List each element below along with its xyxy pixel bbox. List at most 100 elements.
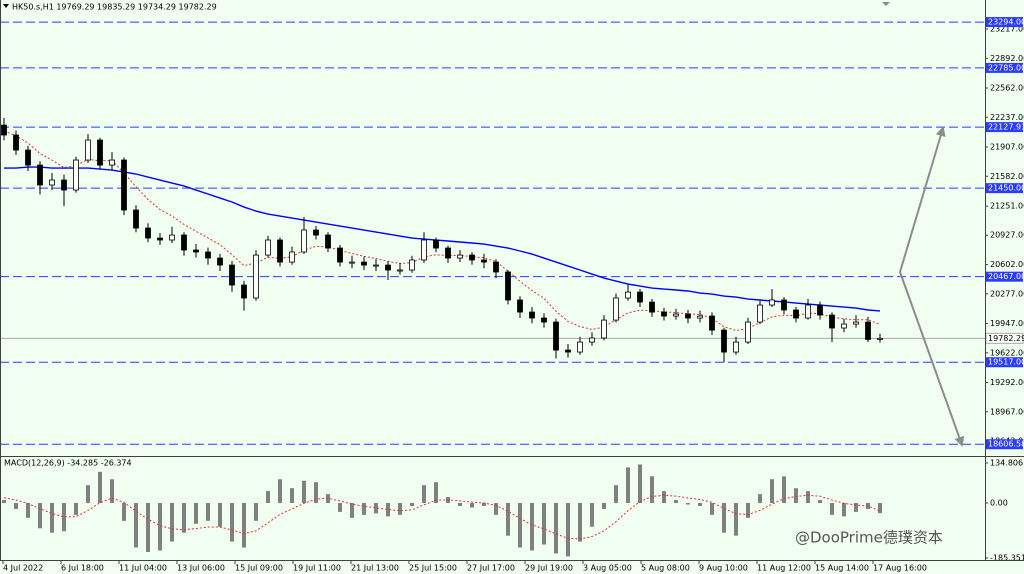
candle-body <box>25 149 31 166</box>
macd-bar <box>806 491 810 504</box>
candle-body <box>181 234 187 251</box>
macd-bar <box>338 503 342 512</box>
macd-bar <box>602 503 606 509</box>
y-tick-label: 134.806 <box>990 458 1023 467</box>
macd-bar <box>626 467 630 504</box>
level-label: 22127.93 <box>988 123 1024 132</box>
macd-bar <box>518 503 522 548</box>
macd-bar <box>362 503 366 515</box>
macd-bar <box>134 503 138 548</box>
candle-body <box>589 337 595 343</box>
candle-body <box>793 309 799 319</box>
candle-body <box>349 261 355 264</box>
y-tick-label: 21582.00 <box>990 172 1024 181</box>
current-price-label: 19782.29 <box>988 334 1024 343</box>
macd-bar <box>482 503 486 506</box>
candle-body <box>253 254 259 299</box>
candle-body <box>745 321 751 343</box>
candle-body <box>625 291 631 299</box>
candle-body <box>697 315 703 319</box>
macd-bar <box>746 503 750 518</box>
macd-bar <box>2 500 6 504</box>
candle-body <box>109 159 115 166</box>
y-tick-label: 19292.00 <box>990 378 1024 387</box>
candle-body <box>841 323 847 329</box>
macd-bar <box>278 479 282 504</box>
y-tick-label: 19622.00 <box>990 348 1024 357</box>
candle-body <box>361 261 367 266</box>
y-tick-label: 22562.00 <box>990 83 1024 92</box>
macd-bar <box>794 488 798 504</box>
menu-triangle[interactable] <box>3 4 9 8</box>
candle-body <box>541 317 547 323</box>
macd-bar <box>650 476 654 504</box>
macd-bar <box>758 494 762 504</box>
candle-body <box>241 284 247 299</box>
macd-bar <box>98 471 102 504</box>
candle-body <box>469 254 475 261</box>
candle-body <box>565 349 571 353</box>
candle-body <box>73 159 79 191</box>
candle-body <box>205 251 211 259</box>
candle-body <box>661 311 667 317</box>
level-label: 20467.00 <box>988 272 1024 281</box>
candle-body <box>97 139 103 166</box>
macd-bar <box>698 503 702 506</box>
candle-body <box>289 251 295 263</box>
macd-bar <box>638 464 642 504</box>
macd-bar <box>854 503 858 512</box>
macd-bar <box>38 503 42 529</box>
candle-body <box>853 321 859 325</box>
macd-bar <box>170 503 174 542</box>
macd-bar <box>770 479 774 504</box>
x-tick-label: 13 Jul 06:00 <box>177 564 225 573</box>
macd-bar <box>578 503 582 542</box>
macd-bar <box>734 503 738 536</box>
y-tick-label: 21251.00 <box>990 202 1024 211</box>
candle-body <box>673 313 679 317</box>
candle-body <box>265 239 271 256</box>
macd-bar <box>878 503 882 514</box>
macd-bar <box>122 503 126 521</box>
macd-bar <box>242 503 246 548</box>
candle-body <box>121 159 127 211</box>
macd-bar <box>374 503 378 514</box>
candle-body <box>169 234 175 241</box>
macd-bar <box>530 503 534 551</box>
candle-body <box>13 134 19 151</box>
candle-body <box>817 304 823 316</box>
candle-body <box>61 179 67 191</box>
candle-body <box>37 164 43 186</box>
candle-body <box>157 237 163 241</box>
level-label: 22785.00 <box>988 63 1024 72</box>
candle-body <box>229 264 235 286</box>
macd-bar <box>830 503 834 515</box>
x-tick-label: 15 Aug 14:00 <box>815 564 869 573</box>
candle-body <box>529 311 535 319</box>
candle-body <box>277 239 283 263</box>
candle-body <box>865 321 871 340</box>
y-tick-label: 20277.00 <box>990 289 1024 298</box>
macd-bar <box>386 503 390 517</box>
y-tick-label: 20602.00 <box>990 260 1024 269</box>
candle-body <box>709 315 715 331</box>
candle-body <box>721 329 727 353</box>
candle-body <box>637 291 643 303</box>
candle-body <box>805 304 811 319</box>
x-tick-label: 29 Jul 19:00 <box>525 564 573 573</box>
candle-body <box>409 259 415 271</box>
candle-body <box>733 341 739 353</box>
candle-body <box>685 313 691 319</box>
candle-body <box>577 341 583 353</box>
level-label-box <box>986 439 1023 450</box>
candle-body <box>481 259 487 263</box>
macd-bar <box>422 485 426 504</box>
macd-bar <box>710 503 714 515</box>
macd-bar <box>254 503 258 521</box>
macd-bar <box>218 503 222 527</box>
macd-bar <box>302 480 306 504</box>
candle-body <box>433 239 439 249</box>
macd-bar <box>158 503 162 551</box>
macd-bar <box>674 500 678 504</box>
